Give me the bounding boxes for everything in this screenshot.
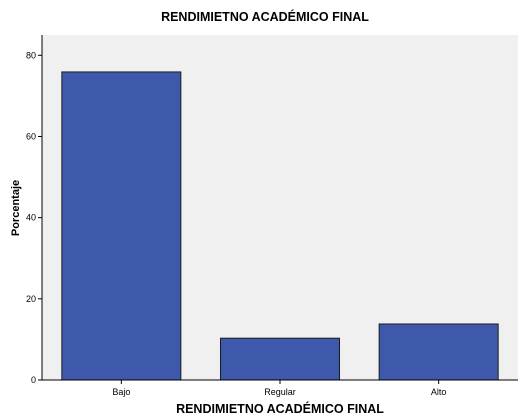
y-axis-label: Porcentaje [10, 180, 22, 236]
chart-title: RENDIMIETNO ACADÉMICO FINAL [161, 9, 369, 24]
x-tick-label: Alto [431, 387, 447, 397]
bar-bajo [61, 71, 182, 381]
x-tick-label: Bajo [112, 387, 130, 397]
bars-group [61, 71, 499, 381]
x-axis-label: RENDIMIETNO ACADÉMICO FINAL [176, 401, 384, 416]
x-tick-label: Regular [264, 387, 296, 397]
y-tick-label: 60 [26, 131, 36, 141]
y-ticks-group: 0 20 40 60 80 [26, 50, 42, 385]
x-ticks-group: Bajo Regular Alto [112, 380, 446, 397]
bar-regular [220, 337, 340, 381]
y-tick-label: 40 [26, 213, 36, 223]
bar-alto [378, 323, 499, 381]
y-tick-label: 0 [31, 375, 36, 385]
y-tick-label: 80 [26, 50, 36, 60]
y-tick-label: 20 [26, 294, 36, 304]
